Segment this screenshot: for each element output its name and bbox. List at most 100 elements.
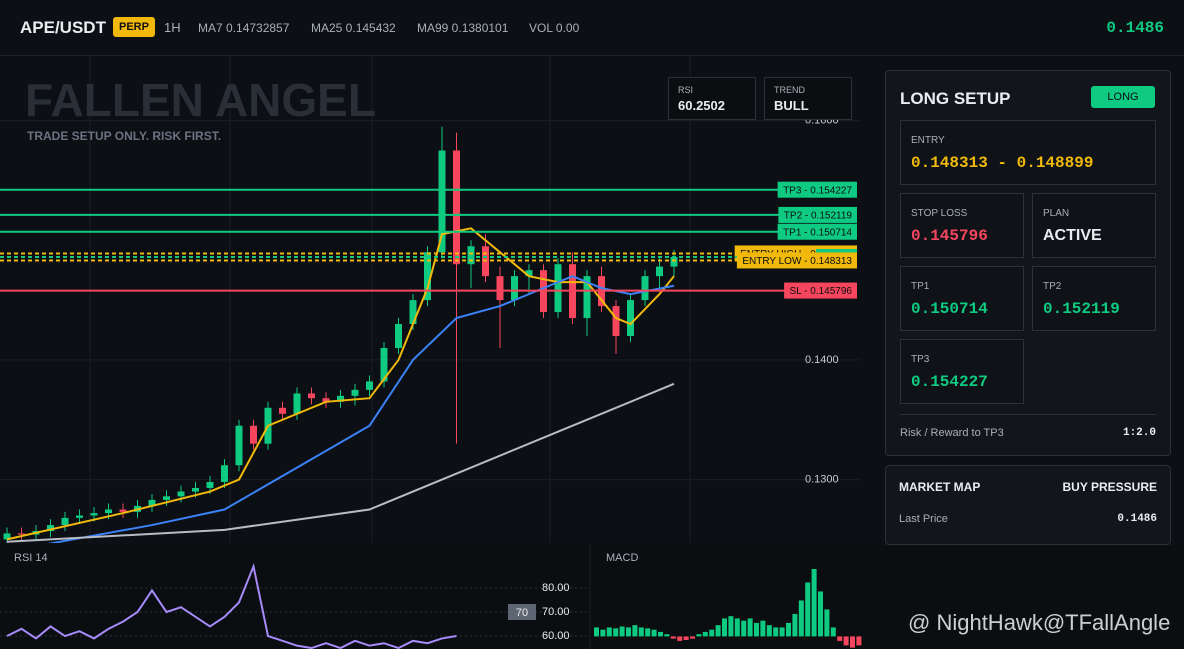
value: 0.148313 - 0.148899 bbox=[911, 154, 1094, 172]
candle-body bbox=[76, 515, 83, 518]
candle-body bbox=[235, 425, 243, 466]
candle-body bbox=[670, 257, 678, 267]
rule bbox=[900, 414, 1156, 415]
candle-body bbox=[177, 491, 185, 497]
candle-body bbox=[525, 270, 533, 277]
macd-bar bbox=[786, 622, 791, 637]
candle-body bbox=[453, 150, 460, 265]
tp1-box: TP1 0.150714 bbox=[900, 266, 1024, 331]
candle-body bbox=[322, 398, 330, 402]
candle-body bbox=[366, 381, 373, 390]
candle-body bbox=[192, 487, 199, 492]
candle-body bbox=[308, 393, 315, 399]
candle-body bbox=[409, 300, 417, 325]
tp2-box: TP2 0.152119 bbox=[1032, 266, 1156, 331]
macd-bar bbox=[747, 618, 753, 637]
y-tick-label: 80.00 bbox=[542, 582, 570, 594]
candle-body bbox=[438, 150, 446, 253]
level-tag bbox=[736, 252, 857, 269]
level-label: SL - 0.145796 bbox=[790, 286, 853, 297]
label: ENTRY bbox=[911, 135, 945, 146]
last-price: 0.1486 bbox=[1106, 19, 1164, 37]
candle-body bbox=[627, 300, 634, 336]
candle-body bbox=[467, 246, 475, 265]
candle-body bbox=[250, 425, 257, 444]
candle-body bbox=[90, 513, 98, 516]
price: 0.1486 bbox=[1117, 513, 1157, 525]
level-tag bbox=[784, 282, 857, 299]
rsi-plot: 80.00 70.00 60.00 70 bbox=[0, 562, 590, 649]
macd-bar bbox=[779, 627, 785, 637]
trend-box: TREND BULL bbox=[764, 77, 852, 120]
value: 0.154227 bbox=[911, 373, 988, 391]
macd-bar bbox=[811, 568, 817, 637]
macd-bar bbox=[843, 636, 849, 646]
interval[interactable]: 1H bbox=[164, 20, 181, 35]
macd-bar bbox=[594, 627, 599, 637]
ma-line bbox=[47, 275, 675, 543]
candle-body bbox=[163, 496, 170, 500]
candle-body bbox=[496, 276, 504, 301]
macd-bar bbox=[600, 629, 606, 637]
price-label: Last Price bbox=[899, 513, 948, 525]
macd-bar bbox=[632, 625, 638, 637]
rr-label: Risk / Reward to TP3 bbox=[900, 427, 1004, 439]
macd-bar bbox=[741, 620, 747, 637]
title: LONG SETUP bbox=[900, 89, 1011, 108]
ma7: MA7 0.14732857 bbox=[198, 21, 290, 35]
candle-body bbox=[511, 276, 518, 301]
candle-body bbox=[380, 347, 388, 382]
macd-bar bbox=[651, 629, 657, 637]
label: STOP LOSS bbox=[911, 208, 968, 219]
value: ACTIVE bbox=[1043, 227, 1102, 244]
candle-body bbox=[554, 264, 562, 313]
label: TP3 bbox=[911, 354, 930, 365]
value: 0.150714 bbox=[911, 300, 988, 318]
value: BULL bbox=[774, 98, 809, 113]
level-label: TP3 - 0.154227 bbox=[783, 185, 852, 196]
macd-plot bbox=[594, 568, 862, 648]
main-plot bbox=[0, 120, 860, 543]
ma25: MA25 0.145432 bbox=[311, 21, 396, 35]
stop-box: STOP LOSS 0.145796 bbox=[900, 193, 1024, 258]
y-tick-label: 0.1400 bbox=[805, 354, 839, 366]
y-tick-label: 70.00 bbox=[542, 606, 570, 618]
macd-bar bbox=[728, 616, 734, 637]
rsi-box: RSI 60.2502 bbox=[668, 77, 756, 120]
label: TP2 bbox=[1043, 281, 1062, 292]
macd-bar bbox=[798, 600, 804, 637]
candle-body bbox=[424, 252, 431, 301]
label: TP1 bbox=[911, 281, 930, 292]
status: BUY PRESSURE bbox=[1062, 480, 1157, 494]
label: PLAN bbox=[1043, 208, 1070, 219]
macd-bar bbox=[613, 628, 619, 637]
value: 0.145796 bbox=[911, 227, 988, 245]
candle-body bbox=[206, 481, 214, 488]
tp3-box: TP3 0.154227 bbox=[900, 339, 1024, 404]
macd-bar bbox=[606, 627, 612, 637]
macd-bar bbox=[709, 629, 715, 637]
bottom-panel bbox=[0, 545, 1184, 649]
watermark: @ NightHawk@TFallAngle bbox=[908, 610, 1170, 635]
macd-bar bbox=[638, 627, 644, 637]
macd-bar bbox=[690, 636, 695, 639]
ma-line bbox=[6, 382, 675, 543]
macd-bar bbox=[626, 627, 631, 637]
marker-label: 70 bbox=[516, 607, 528, 619]
macd-bar bbox=[683, 636, 689, 641]
value: 0.152119 bbox=[1043, 300, 1120, 318]
level-tag bbox=[777, 181, 857, 198]
level-label: TP2 - 0.152119 bbox=[784, 211, 853, 222]
macd-bar bbox=[754, 622, 759, 637]
candle-body bbox=[3, 533, 11, 540]
macd-bar bbox=[766, 625, 772, 637]
macd-bar bbox=[805, 582, 811, 637]
marker-tag bbox=[508, 604, 536, 621]
macd-bar bbox=[722, 618, 727, 637]
macd-bar bbox=[715, 625, 721, 637]
badge[interactable]: LONG bbox=[1091, 86, 1155, 108]
candle-body bbox=[351, 389, 359, 396]
